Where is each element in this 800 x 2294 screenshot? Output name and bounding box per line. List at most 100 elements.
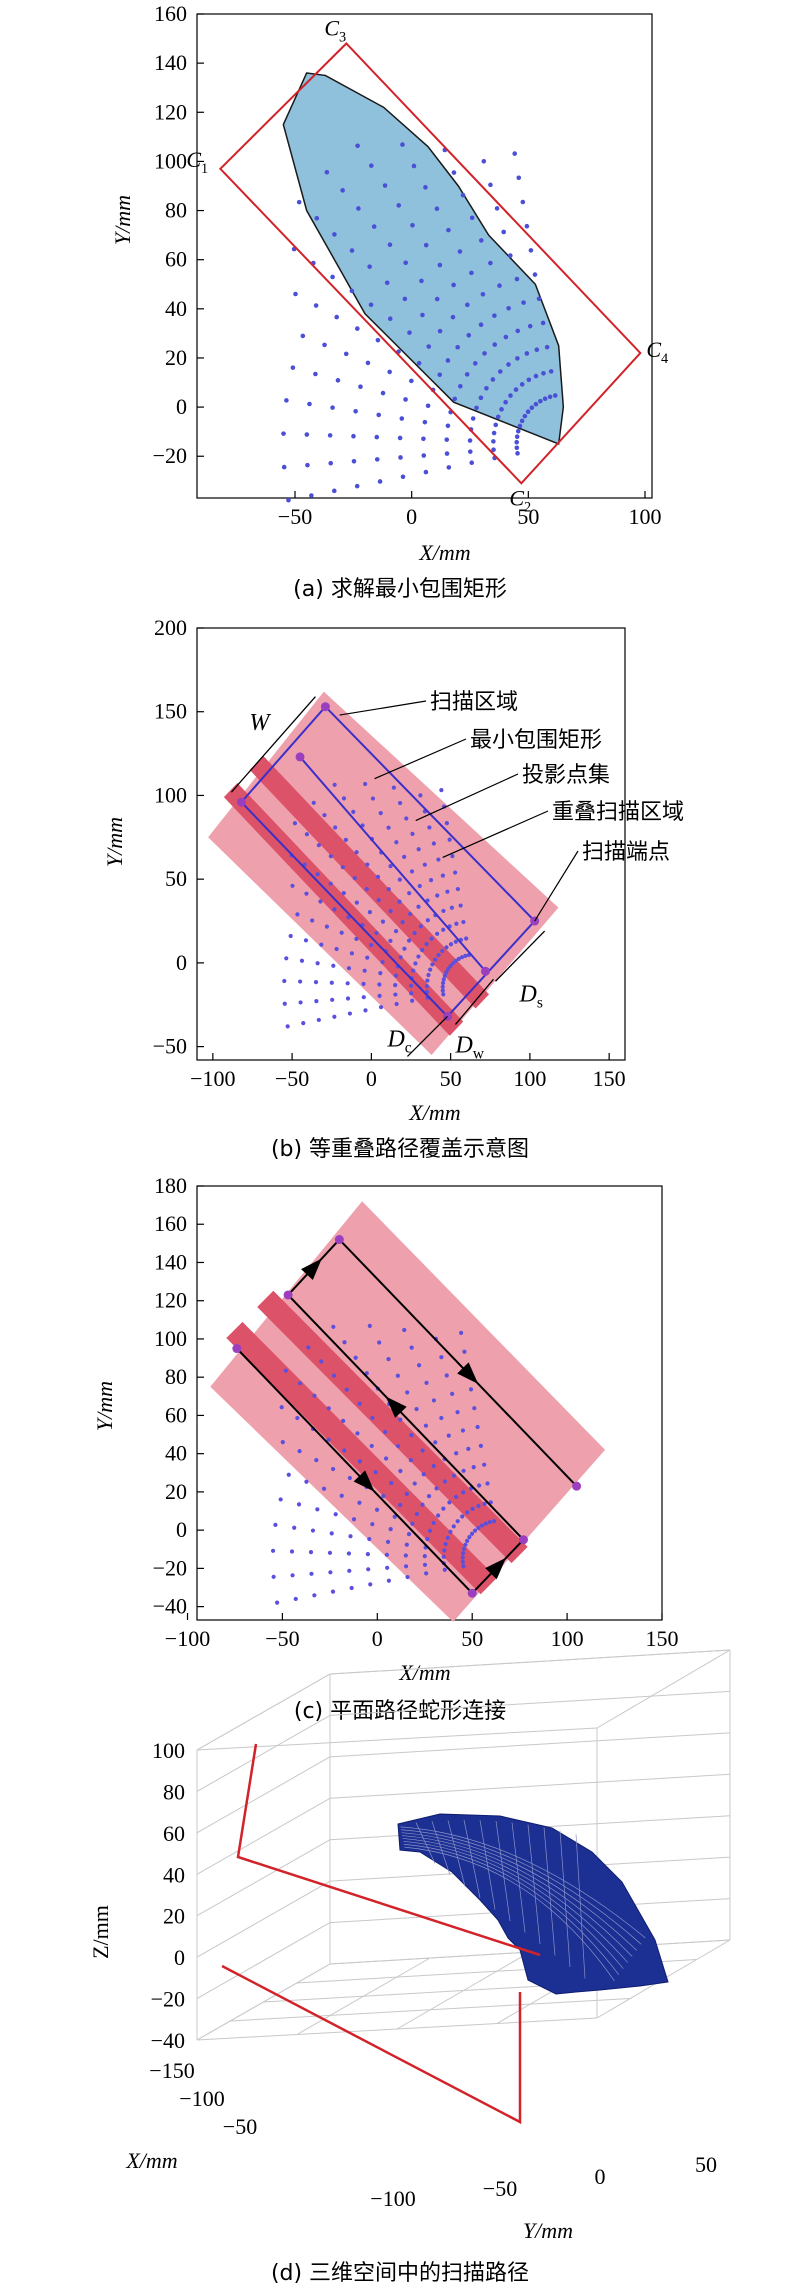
a-point [367,264,372,269]
a-point [398,455,403,460]
c-point [409,1345,414,1350]
c-scan-region [210,1201,606,1622]
a-point [517,423,523,429]
b-leader [442,810,549,858]
a-point [423,242,429,248]
c-point [381,1493,386,1499]
d-ytick-label: −50 [483,2176,517,2201]
b-point [391,785,396,790]
c-xtick-label: −100 [165,1626,210,1651]
b-point [347,1011,353,1016]
b-point [444,821,449,826]
a-point [532,272,538,277]
b-xtick-label: −100 [190,1066,235,1091]
a-point [474,405,479,411]
a-ytick-label: 40 [165,296,187,321]
c-point [487,1520,492,1525]
a-point [513,387,519,392]
c-point [403,1553,408,1558]
c-point [342,1340,347,1345]
b-point [429,936,434,941]
c-point [442,1548,447,1553]
a-point [522,413,528,419]
c-ytick-label: −20 [153,1555,187,1580]
d-grid-z [196,1756,331,1834]
a-point [541,370,546,376]
b-point [450,961,456,966]
a-point [536,296,542,302]
c-point [349,1585,354,1591]
a-point [396,203,402,208]
d-mesh-line [402,1838,629,1963]
a-point [478,322,484,327]
b-point [298,979,303,984]
b-point [409,991,414,996]
c-point [434,1486,439,1491]
a-caption: (a) 求解最小包围矩形 [293,577,507,602]
c-point [476,1525,481,1530]
c-point [420,1448,425,1453]
d-mesh-line [400,1826,646,1939]
a-point [410,223,415,228]
c-point [309,1571,314,1576]
a-point [497,283,502,288]
b-point [428,967,433,972]
a-point [455,344,460,350]
c-point [286,1472,291,1477]
b-point [343,837,348,842]
b-endpoint [320,702,330,712]
b-point [349,951,355,956]
d-zlabel: Z/mm [88,1905,113,1959]
c-point [385,1539,391,1544]
a-point [328,460,334,466]
a-point [353,408,358,414]
d-xlabel: X/mm [125,2148,177,2173]
b-point [400,919,405,925]
a-corner-label: C1 [186,147,208,177]
c-point [306,1345,311,1350]
d-mesh-line [404,1846,615,1982]
c-point [455,1410,460,1415]
c-point [386,1357,391,1362]
b-point [418,793,423,798]
c-point [398,1502,403,1508]
b-scan-region [208,691,559,1055]
a-point [466,332,472,338]
a-point [501,229,506,235]
b-point [332,782,337,787]
b-point [461,919,466,925]
a-point [403,397,408,402]
c-ytick-label: 80 [165,1364,187,1389]
a-point [314,215,320,221]
c-point [448,1529,453,1534]
a-point [375,337,381,343]
b-point [310,918,315,923]
b-point [440,984,445,989]
a-ytick-label: 140 [154,50,187,75]
c-arrow [385,1396,407,1418]
c-point [406,1531,412,1537]
c-point [479,1523,485,1528]
d-grid-z [196,1673,331,1751]
d-xtick-label: −100 [179,2086,224,2111]
c-point [422,1562,428,1567]
a-point [495,414,501,420]
d-ztick-label: 80 [163,1779,185,1804]
c-endpoint [518,1535,528,1545]
c-point [270,1548,276,1553]
c-point [275,1600,280,1605]
a-point [281,431,286,436]
a-point [497,369,503,374]
b-point [407,891,412,896]
b-point [406,938,412,943]
c-point [460,1559,465,1564]
d-ylabel: Y/mm [523,2218,573,2243]
b-xtick-label: 0 [366,1066,377,1091]
a-axes [196,13,653,499]
b-point [444,970,449,975]
a-point [478,238,484,243]
c-point [461,1490,466,1495]
b-dim-Dc [406,1016,448,1057]
c-point [357,1401,362,1406]
